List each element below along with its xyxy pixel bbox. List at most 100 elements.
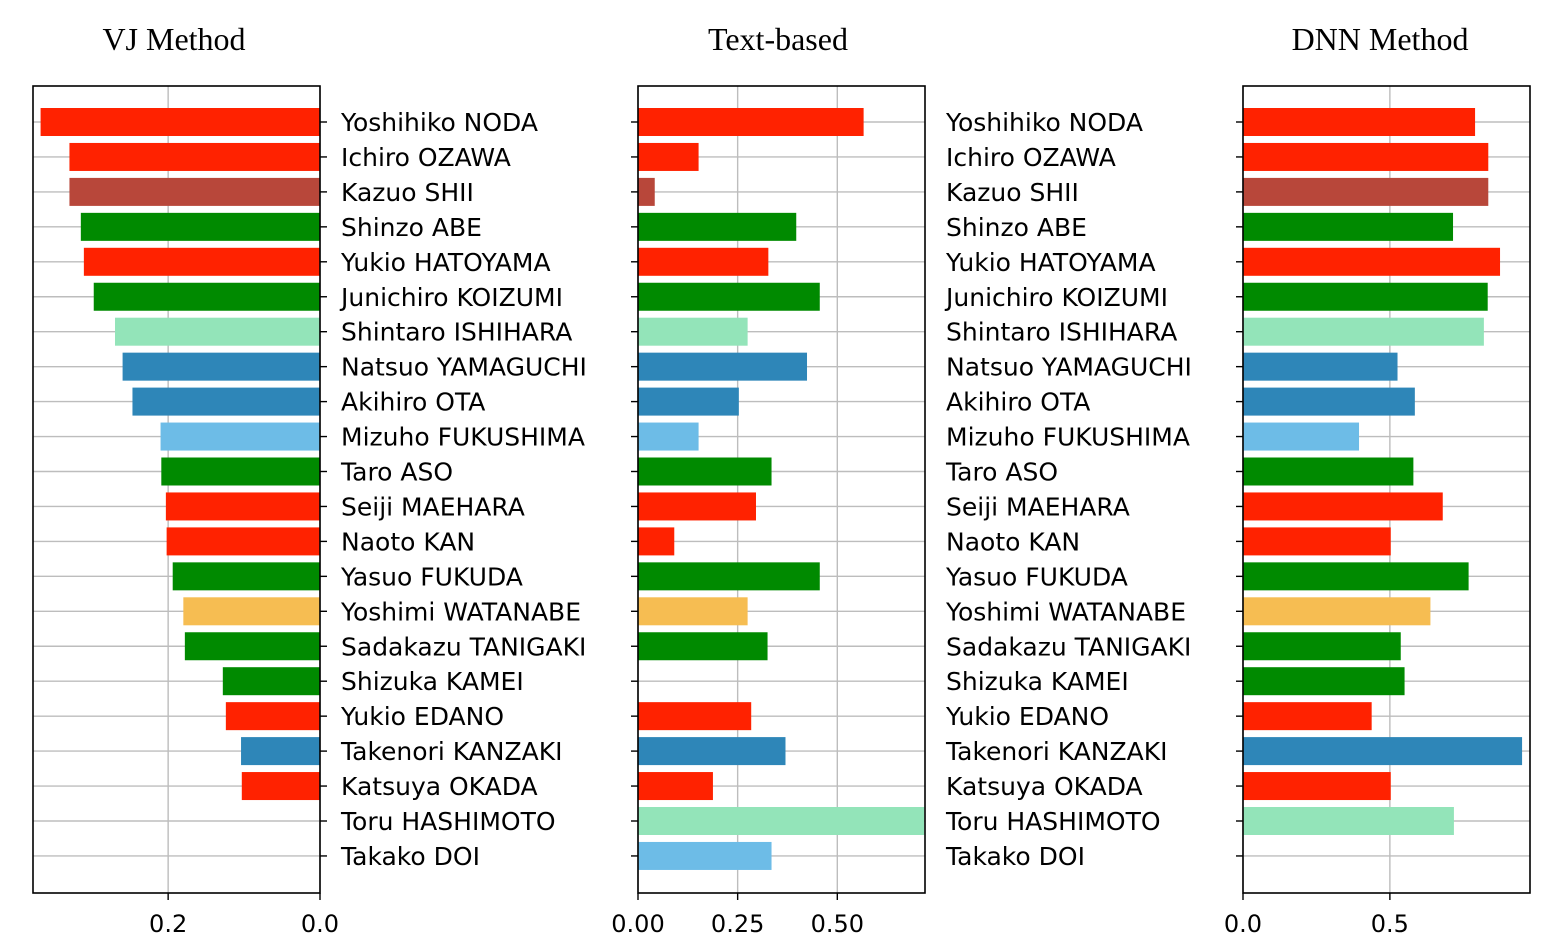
bar-yoshimi-watanabe xyxy=(1243,597,1431,626)
name-label: Taro ASO xyxy=(945,458,1058,487)
bar-yoshihiko-noda xyxy=(1243,108,1476,136)
panel-3: DNN Method 0.0 0.5 xyxy=(1224,21,1531,938)
name-label: Natsuo YAMAGUCHI xyxy=(341,353,587,382)
bar-takenori-kanzaki xyxy=(638,737,786,766)
bar-ichiro-ozawa xyxy=(638,142,699,171)
bar-ichiro-ozawa xyxy=(69,142,320,171)
bar-yukio-hatoyama xyxy=(1243,247,1501,276)
x-tick-label: 0.5 xyxy=(1371,910,1409,938)
name-label: Katsuya OKADA xyxy=(946,772,1143,801)
bar-seiji-maehara xyxy=(638,492,756,521)
bar-mizuho-fukushima xyxy=(160,422,320,451)
bar-takenori-kanzaki xyxy=(1243,737,1523,766)
name-label: Ichiro OZAWA xyxy=(946,143,1116,172)
name-label: Shizuka KAMEI xyxy=(946,667,1129,696)
name-label: Shintaro ISHIHARA xyxy=(341,318,572,347)
x-tick-label: 0.0 xyxy=(1224,910,1262,938)
bar-akihiro-ota xyxy=(1243,387,1415,416)
bar-yasuo-fukuda xyxy=(638,562,820,591)
name-label: Yukio HATOYAMA xyxy=(945,248,1156,277)
bar-takenori-kanzaki xyxy=(241,737,320,766)
bar-natsuo-yamaguchi xyxy=(122,352,320,381)
bar-yoshihiko-noda xyxy=(40,108,321,136)
bar-yukio-hatoyama xyxy=(638,247,769,276)
name-label: Sadakazu TANIGAKI xyxy=(946,632,1191,661)
panel-2: Text-based 0.00 0.25 0.50 xyxy=(611,21,926,938)
name-label: Akihiro OTA xyxy=(946,388,1090,417)
name-label: Takenori KANZAKI xyxy=(945,737,1167,766)
x-tick-label: 0.25 xyxy=(711,910,764,938)
panel-1: VJ Method 0.2 0.0 xyxy=(32,21,339,938)
name-label: Takako DOI xyxy=(945,842,1085,871)
bar-sadakazu-tanigaki xyxy=(638,632,768,661)
name-label: Mizuho FUKUSHIMA xyxy=(946,423,1190,452)
bar-yoshimi-watanabe xyxy=(183,597,320,626)
x-tick-label: 0.50 xyxy=(811,910,864,938)
name-label: Junichiro KOIZUMI xyxy=(944,283,1168,312)
bar-shinzo-abe xyxy=(80,212,320,241)
name-label: Toru HASHIMOTO xyxy=(945,807,1161,836)
bar-junichiro-koizumi xyxy=(1243,282,1488,311)
bar-yukio-edano xyxy=(225,702,320,731)
name-label: Takenori KANZAKI xyxy=(340,737,562,766)
name-label: Naoto KAN xyxy=(341,527,475,556)
name-label-column-1: Yoshihiko NODA Ichiro OZAWA Kazuo SHII Shin… xyxy=(339,108,587,871)
bar-shinzo-abe xyxy=(638,212,797,241)
bar-shizuka-kamei xyxy=(222,667,320,696)
name-label: Seiji MAEHARA xyxy=(341,492,525,521)
bar-shinzo-abe xyxy=(1243,212,1454,241)
x-tick-label: 0.2 xyxy=(149,910,187,938)
x-tick-label: 0.0 xyxy=(301,910,339,938)
name-label: Toru HASHIMOTO xyxy=(340,807,556,836)
name-label: Takako DOI xyxy=(340,842,480,871)
bar-sadakazu-tanigaki xyxy=(1243,632,1401,661)
bar-katsuya-okada xyxy=(1243,772,1391,801)
name-label: Junichiro KOIZUMI xyxy=(339,283,563,312)
bar-toru-hashimoto xyxy=(1243,807,1454,835)
bar-mizuho-fukushima xyxy=(1243,422,1360,451)
bar-shintaro-ishihara xyxy=(115,317,320,346)
name-label: Yasuo FUKUDA xyxy=(340,562,523,591)
bar-mizuho-fukushima xyxy=(638,422,699,451)
name-label: Kazuo SHII xyxy=(341,178,474,207)
name-label: Naoto KAN xyxy=(946,527,1080,556)
bar-akihiro-ota xyxy=(638,387,739,416)
name-label: Yasuo FUKUDA xyxy=(945,562,1128,591)
bar-yasuo-fukuda xyxy=(172,562,320,591)
bar-katsuya-okada xyxy=(638,772,713,801)
name-label: Shintaro ISHIHARA xyxy=(946,318,1177,347)
name-label: Shinzo ABE xyxy=(341,213,482,242)
name-label-column-2: Yoshihiko NODA Ichiro OZAWA Kazuo SHII Shin… xyxy=(944,108,1192,871)
bar-yukio-hatoyama xyxy=(83,247,321,276)
plot-frame xyxy=(32,85,321,894)
name-label: Taro ASO xyxy=(340,458,453,487)
name-label: Kazuo SHII xyxy=(946,178,1079,207)
bar-kazuo-shii xyxy=(638,177,655,206)
name-label: Mizuho FUKUSHIMA xyxy=(341,423,585,452)
panel-title: DNN Method xyxy=(1292,21,1469,57)
name-label: Akihiro OTA xyxy=(341,388,485,417)
panel-title: Text-based xyxy=(708,21,848,57)
bar-akihiro-ota xyxy=(132,387,320,416)
bar-yoshihiko-noda xyxy=(638,108,864,136)
bar-yasuo-fukuda xyxy=(1243,562,1469,591)
bar-taro-aso xyxy=(638,457,772,486)
name-label: Sadakazu TANIGAKI xyxy=(341,632,586,661)
bar-kazuo-shii xyxy=(69,177,320,206)
bar-taro-aso xyxy=(161,457,320,486)
bar-takako-doi xyxy=(638,841,772,870)
name-label: Yoshimi WATANABE xyxy=(340,597,581,626)
bar-taro-aso xyxy=(1243,457,1414,486)
name-label: Natsuo YAMAGUCHI xyxy=(946,353,1192,382)
name-label: Yukio EDANO xyxy=(340,702,504,731)
bar-naoto-kan xyxy=(638,527,675,556)
bar-shintaro-ishihara xyxy=(1243,317,1484,346)
bar-natsuo-yamaguchi xyxy=(1243,352,1398,381)
bar-seiji-maehara xyxy=(1243,492,1443,521)
bar-sadakazu-tanigaki xyxy=(184,632,320,661)
bar-shintaro-ishihara xyxy=(638,317,748,346)
bar-shizuka-kamei xyxy=(1243,667,1405,696)
bar-junichiro-koizumi xyxy=(638,282,820,311)
name-label: Yukio EDANO xyxy=(945,702,1109,731)
